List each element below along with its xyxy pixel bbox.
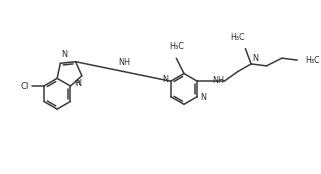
Text: H: H xyxy=(74,80,80,86)
Text: N: N xyxy=(200,93,206,102)
Text: N: N xyxy=(75,79,81,88)
Text: Cl: Cl xyxy=(20,82,29,90)
Text: NH: NH xyxy=(118,58,130,67)
Text: N: N xyxy=(162,75,168,84)
Text: NH: NH xyxy=(213,76,225,85)
Text: H₃C: H₃C xyxy=(230,33,244,42)
Text: H₃C: H₃C xyxy=(169,42,184,52)
Text: H₃C: H₃C xyxy=(305,56,319,65)
Text: N: N xyxy=(61,50,67,60)
Text: N: N xyxy=(252,54,258,63)
